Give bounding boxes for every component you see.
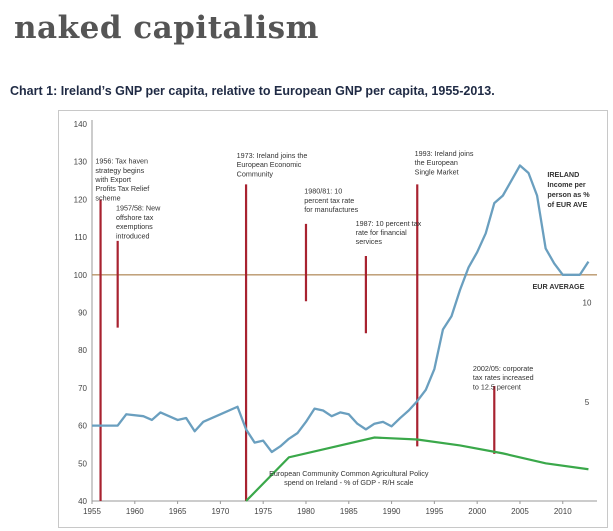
event-annotation: 1993: Ireland joins <box>415 149 474 158</box>
y-tick-label: 50 <box>78 459 87 468</box>
chart-svg: 40 50 60 70 80 90 100 110 120 130 140 1955 1960 1965 1… <box>74 120 597 516</box>
x-tick-label: 1970 <box>211 507 229 516</box>
x-tick-label: 1985 <box>340 507 358 516</box>
cap-series-label: spend on Ireland - % of GDP - R/H scale <box>284 478 413 487</box>
event-annotation: for manufactures <box>304 205 358 214</box>
event-annotation: 1980/81: 10 <box>304 187 342 196</box>
event-annotation: European Economic <box>237 160 302 169</box>
event-annotation: rate for financial <box>356 228 408 237</box>
y-tick-label: 120 <box>74 195 88 204</box>
ireland-series-label: IRELAND <box>547 170 579 179</box>
event-annotation: Community <box>237 169 274 178</box>
event-annotation: to 12.5 percent <box>473 382 521 391</box>
cap-series-line <box>245 436 589 502</box>
x-tick-label: 1960 <box>126 507 144 516</box>
x-tick-label: 1965 <box>169 507 187 516</box>
y-tick-label: 100 <box>74 271 88 280</box>
y-tick-label: 130 <box>74 158 88 167</box>
event-annotation: 1973: Ireland joins the <box>237 151 308 160</box>
x-tick-label: 1975 <box>254 507 272 516</box>
y-tick-label: 90 <box>78 309 87 318</box>
event-annotation: services <box>356 237 383 246</box>
right-tick-label: 10 <box>583 299 592 308</box>
ireland-series-label: Income per <box>547 180 586 189</box>
chart-frame: 40 50 60 70 80 90 100 110 120 130 140 1955 1960 1965 1… <box>58 110 608 528</box>
x-tick-label: 1955 <box>83 507 101 516</box>
event-annotation: exemptions <box>116 222 153 231</box>
event-annotation: 1987: 10 percent tax <box>356 219 422 228</box>
event-annotation: 1956: Tax haven <box>95 157 148 166</box>
y-tick-label: 110 <box>74 233 87 242</box>
event-annotation: tax rates increased <box>473 373 534 382</box>
event-annotation: offshore tax <box>116 213 154 222</box>
chart-title: Chart 1: Ireland’s GNP per capita, relat… <box>10 84 495 98</box>
x-tick-label: 1995 <box>425 507 443 516</box>
y-tick-label: 60 <box>78 422 87 431</box>
x-tick-label: 2005 <box>511 507 529 516</box>
event-annotation: the European <box>415 158 458 167</box>
x-tick-label: 1980 <box>297 507 315 516</box>
event-annotation: scheme <box>95 193 120 202</box>
y-tick-label: 70 <box>78 384 87 393</box>
event-annotation: 2002/05: corporate <box>473 364 533 373</box>
right-tick-label: 5 <box>585 398 590 407</box>
eur-average-label: EUR AVERAGE <box>533 282 585 291</box>
event-annotation: with Export <box>94 175 131 184</box>
y-tick-label: 140 <box>74 120 88 129</box>
site-title: naked capitalism <box>14 10 319 46</box>
ireland-series-label: of EUR AVE <box>547 200 587 209</box>
event-annotation: 1957/58: New <box>116 204 161 213</box>
cap-series-label: European Community Common Agricultural P… <box>269 469 429 478</box>
ireland-series-label: person as % <box>547 190 590 199</box>
event-annotation: Single Market <box>415 167 459 176</box>
y-tick-label: 40 <box>78 497 87 506</box>
x-tick-label: 2000 <box>468 507 486 516</box>
event-annotation: introduced <box>116 231 150 240</box>
event-annotation: Profits Tax Relief <box>95 184 149 193</box>
ireland-series-line <box>92 164 590 454</box>
event-annotation: percent tax rate <box>304 196 354 205</box>
x-tick-label: 1990 <box>383 507 401 516</box>
event-annotation: strategy begins <box>95 166 144 175</box>
y-tick-label: 80 <box>78 346 87 355</box>
x-tick-label: 2010 <box>554 507 572 516</box>
